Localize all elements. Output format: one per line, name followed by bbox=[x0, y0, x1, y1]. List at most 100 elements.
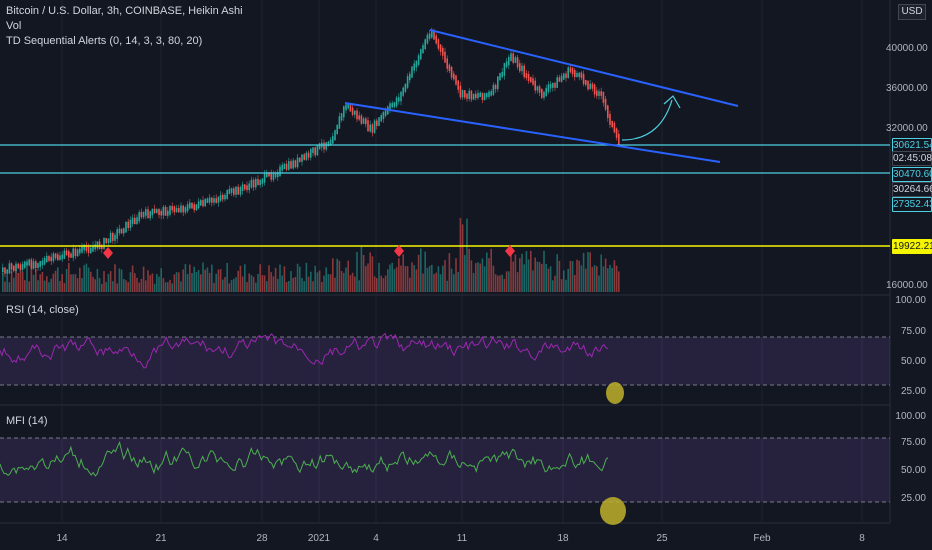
volume-bar bbox=[448, 253, 451, 292]
candle-body bbox=[442, 47, 444, 56]
price-tick: 40000.00 bbox=[886, 43, 928, 54]
price-tick: 16000.00 bbox=[886, 280, 928, 291]
volume-bar bbox=[365, 266, 367, 292]
rsi-title[interactable]: RSI (14, close) bbox=[6, 304, 79, 316]
candle-body bbox=[136, 217, 138, 225]
candle-body bbox=[448, 64, 451, 71]
volume-bar bbox=[107, 273, 110, 292]
volume-bar bbox=[228, 283, 231, 292]
price-box-support-lower: 30470.60 bbox=[892, 167, 932, 182]
volume-bar bbox=[114, 264, 116, 292]
candle-body bbox=[257, 178, 259, 186]
volume-bar bbox=[321, 282, 323, 292]
volume-bar bbox=[492, 265, 495, 292]
volume-bar bbox=[204, 269, 206, 292]
candle-body bbox=[233, 188, 235, 195]
rsi-band bbox=[0, 337, 890, 385]
rsi-tick: 25.00 bbox=[900, 386, 926, 397]
candle-body bbox=[329, 139, 332, 146]
volume-bar bbox=[175, 272, 178, 292]
candle-body bbox=[114, 234, 116, 241]
volume-bar bbox=[587, 252, 589, 292]
volume-bar bbox=[94, 279, 96, 292]
volume-bar bbox=[303, 281, 305, 292]
mfi-tick: 50.00 bbox=[900, 465, 926, 476]
candle-body bbox=[90, 247, 92, 254]
volume-bar bbox=[499, 275, 501, 292]
candle-body bbox=[604, 98, 607, 110]
volume-bar bbox=[393, 269, 396, 292]
mfi-title[interactable]: MFI (14) bbox=[6, 415, 48, 427]
volume-bar bbox=[439, 274, 442, 292]
volume-bar bbox=[552, 280, 554, 292]
volume-bar bbox=[59, 281, 61, 292]
volume-bar bbox=[193, 266, 195, 292]
candle-body bbox=[142, 211, 145, 218]
candle-body bbox=[230, 188, 233, 193]
candle-body bbox=[585, 79, 587, 85]
candle-body bbox=[532, 78, 534, 85]
volume-bar bbox=[279, 264, 281, 292]
candle-body bbox=[490, 91, 492, 96]
candle-body bbox=[76, 249, 79, 257]
volume-bar bbox=[453, 274, 455, 292]
volume-bar bbox=[332, 258, 334, 292]
volume-bar bbox=[376, 278, 378, 292]
candle-body bbox=[607, 105, 609, 118]
td-sequential-label[interactable]: TD Sequential Alerts (0, 14, 3, 3, 80, 2… bbox=[6, 35, 203, 47]
candle-body bbox=[409, 73, 411, 81]
candle-body bbox=[261, 178, 264, 185]
volume-bar bbox=[358, 280, 360, 292]
candle-body bbox=[259, 180, 261, 186]
candle-body bbox=[345, 104, 347, 111]
candle-body bbox=[13, 265, 15, 271]
volume-bar bbox=[74, 274, 77, 292]
candle-body bbox=[50, 256, 52, 262]
volume-bar bbox=[574, 274, 576, 292]
time-tick: Feb bbox=[753, 533, 771, 544]
volume-bar bbox=[288, 281, 290, 292]
volume-bar bbox=[347, 260, 349, 292]
volume-bar bbox=[105, 282, 107, 292]
candle-body bbox=[479, 92, 481, 97]
volume-bar bbox=[19, 269, 22, 292]
volume-bar bbox=[470, 260, 473, 292]
volume-indicator-label[interactable]: Vol bbox=[6, 20, 22, 32]
volume-bar bbox=[512, 261, 514, 292]
candle-body bbox=[499, 73, 501, 81]
candle-body bbox=[211, 197, 213, 203]
candle-body bbox=[294, 160, 297, 168]
volume-bar bbox=[235, 277, 237, 292]
candle-body bbox=[215, 198, 217, 203]
candle-body bbox=[593, 84, 596, 95]
candle-body bbox=[171, 205, 173, 211]
currency-button[interactable]: USD bbox=[898, 4, 926, 20]
candle-body bbox=[272, 173, 275, 180]
volume-bar bbox=[4, 281, 6, 292]
chart-legend: Bitcoin / U.S. Dollar, 3h, COINBASE, Hei… bbox=[6, 4, 243, 49]
price-tick: 36000.00 bbox=[886, 83, 928, 94]
candle-body bbox=[68, 251, 70, 258]
candle-body bbox=[123, 228, 125, 234]
candle-body bbox=[600, 91, 602, 96]
candle-body bbox=[299, 157, 301, 162]
candle-body bbox=[483, 93, 486, 100]
candle-body bbox=[611, 120, 613, 127]
volume-bar bbox=[182, 269, 184, 292]
candle-body bbox=[213, 198, 215, 203]
volume-bar bbox=[560, 279, 563, 292]
candle-body bbox=[574, 70, 576, 78]
volume-bar bbox=[457, 271, 459, 292]
volume-bar bbox=[444, 260, 446, 292]
volume-bar bbox=[611, 267, 613, 292]
candle-body bbox=[398, 97, 400, 102]
symbol-title[interactable]: Bitcoin / U.S. Dollar, 3h, COINBASE, Hei… bbox=[6, 5, 243, 17]
candle-body bbox=[356, 110, 358, 120]
volume-bar bbox=[208, 272, 211, 292]
volume-bar bbox=[420, 248, 422, 292]
candle-body bbox=[74, 248, 77, 257]
candle-body bbox=[184, 207, 187, 213]
candle-body bbox=[380, 115, 382, 122]
volume-bar bbox=[13, 277, 15, 292]
